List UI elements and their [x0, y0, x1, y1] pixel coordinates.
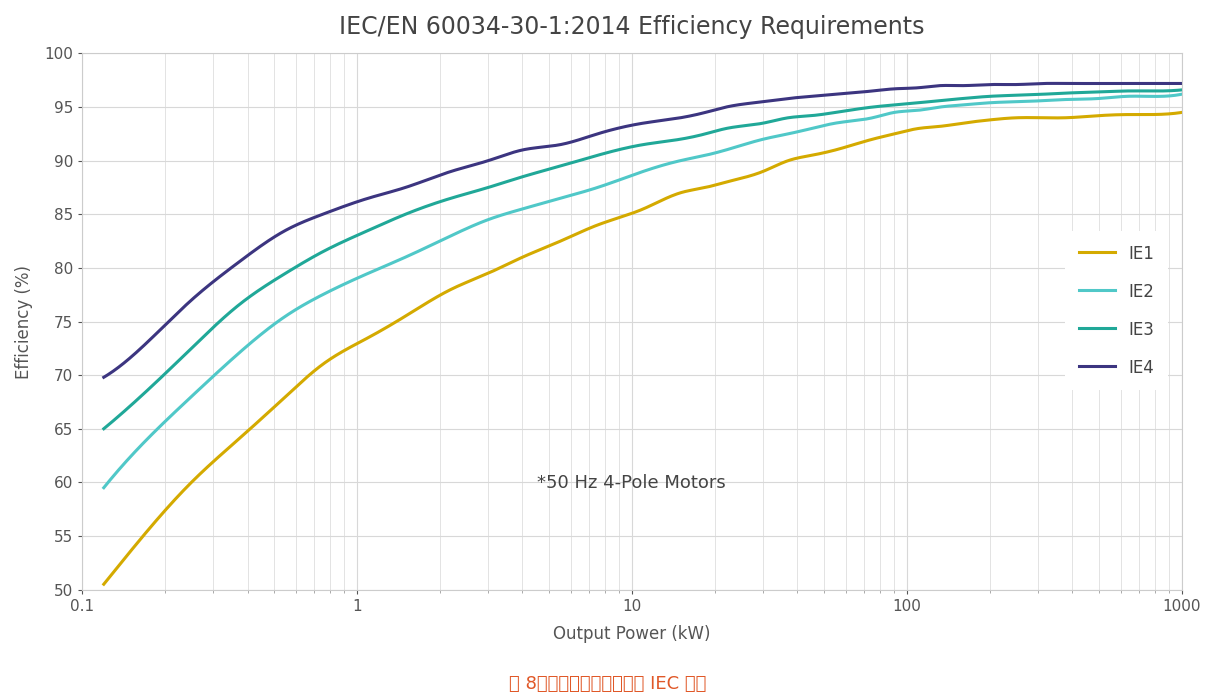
Line: IE2: IE2: [103, 94, 1182, 488]
IE4: [1025, 80, 1040, 88]
IE1: [722, 177, 737, 185]
IE1: [1025, 113, 1040, 122]
X-axis label: Output Power (kW): Output Power (kW): [553, 625, 710, 642]
IE4: [163, 316, 178, 324]
IE4: [783, 94, 798, 102]
IE2: [1175, 90, 1189, 98]
IE3: [722, 124, 737, 132]
Line: IE1: IE1: [103, 113, 1182, 584]
IE4: [750, 98, 765, 106]
IE3: [914, 98, 929, 106]
IE1: [163, 501, 178, 509]
IE2: [96, 484, 111, 492]
IE3: [1025, 90, 1040, 99]
IE1: [783, 156, 798, 164]
IE2: [783, 129, 798, 138]
IE2: [750, 136, 765, 145]
IE4: [914, 84, 929, 92]
IE2: [914, 106, 929, 114]
IE1: [914, 124, 929, 132]
IE4: [722, 102, 737, 111]
Legend: IE1, IE2, IE3, IE4: IE1, IE2, IE3, IE4: [1065, 231, 1167, 390]
IE3: [96, 425, 111, 433]
Line: IE3: IE3: [103, 90, 1182, 429]
IE3: [750, 120, 765, 128]
IE3: [783, 113, 798, 122]
IE2: [1025, 97, 1040, 105]
IE1: [1175, 109, 1189, 117]
IE2: [163, 413, 178, 421]
IE4: [1175, 79, 1189, 88]
Line: IE4: IE4: [103, 84, 1182, 377]
IE4: [96, 373, 111, 381]
Title: IEC/EN 60034-30-1:2014 Efficiency Requirements: IEC/EN 60034-30-1:2014 Efficiency Requir…: [339, 15, 924, 39]
IE1: [750, 169, 765, 177]
Text: *50 Hz 4-Pole Motors: *50 Hz 4-Pole Motors: [536, 474, 725, 491]
IE3: [163, 365, 178, 373]
IE1: [96, 580, 111, 588]
Text: 图 8：针对工业电机驱动的 IEC 标准: 图 8：针对工业电机驱动的 IEC 标准: [510, 674, 706, 693]
IE4: [1045, 79, 1059, 88]
Y-axis label: Efficiency (%): Efficiency (%): [15, 264, 33, 379]
IE3: [1175, 86, 1189, 94]
IE2: [722, 145, 737, 153]
